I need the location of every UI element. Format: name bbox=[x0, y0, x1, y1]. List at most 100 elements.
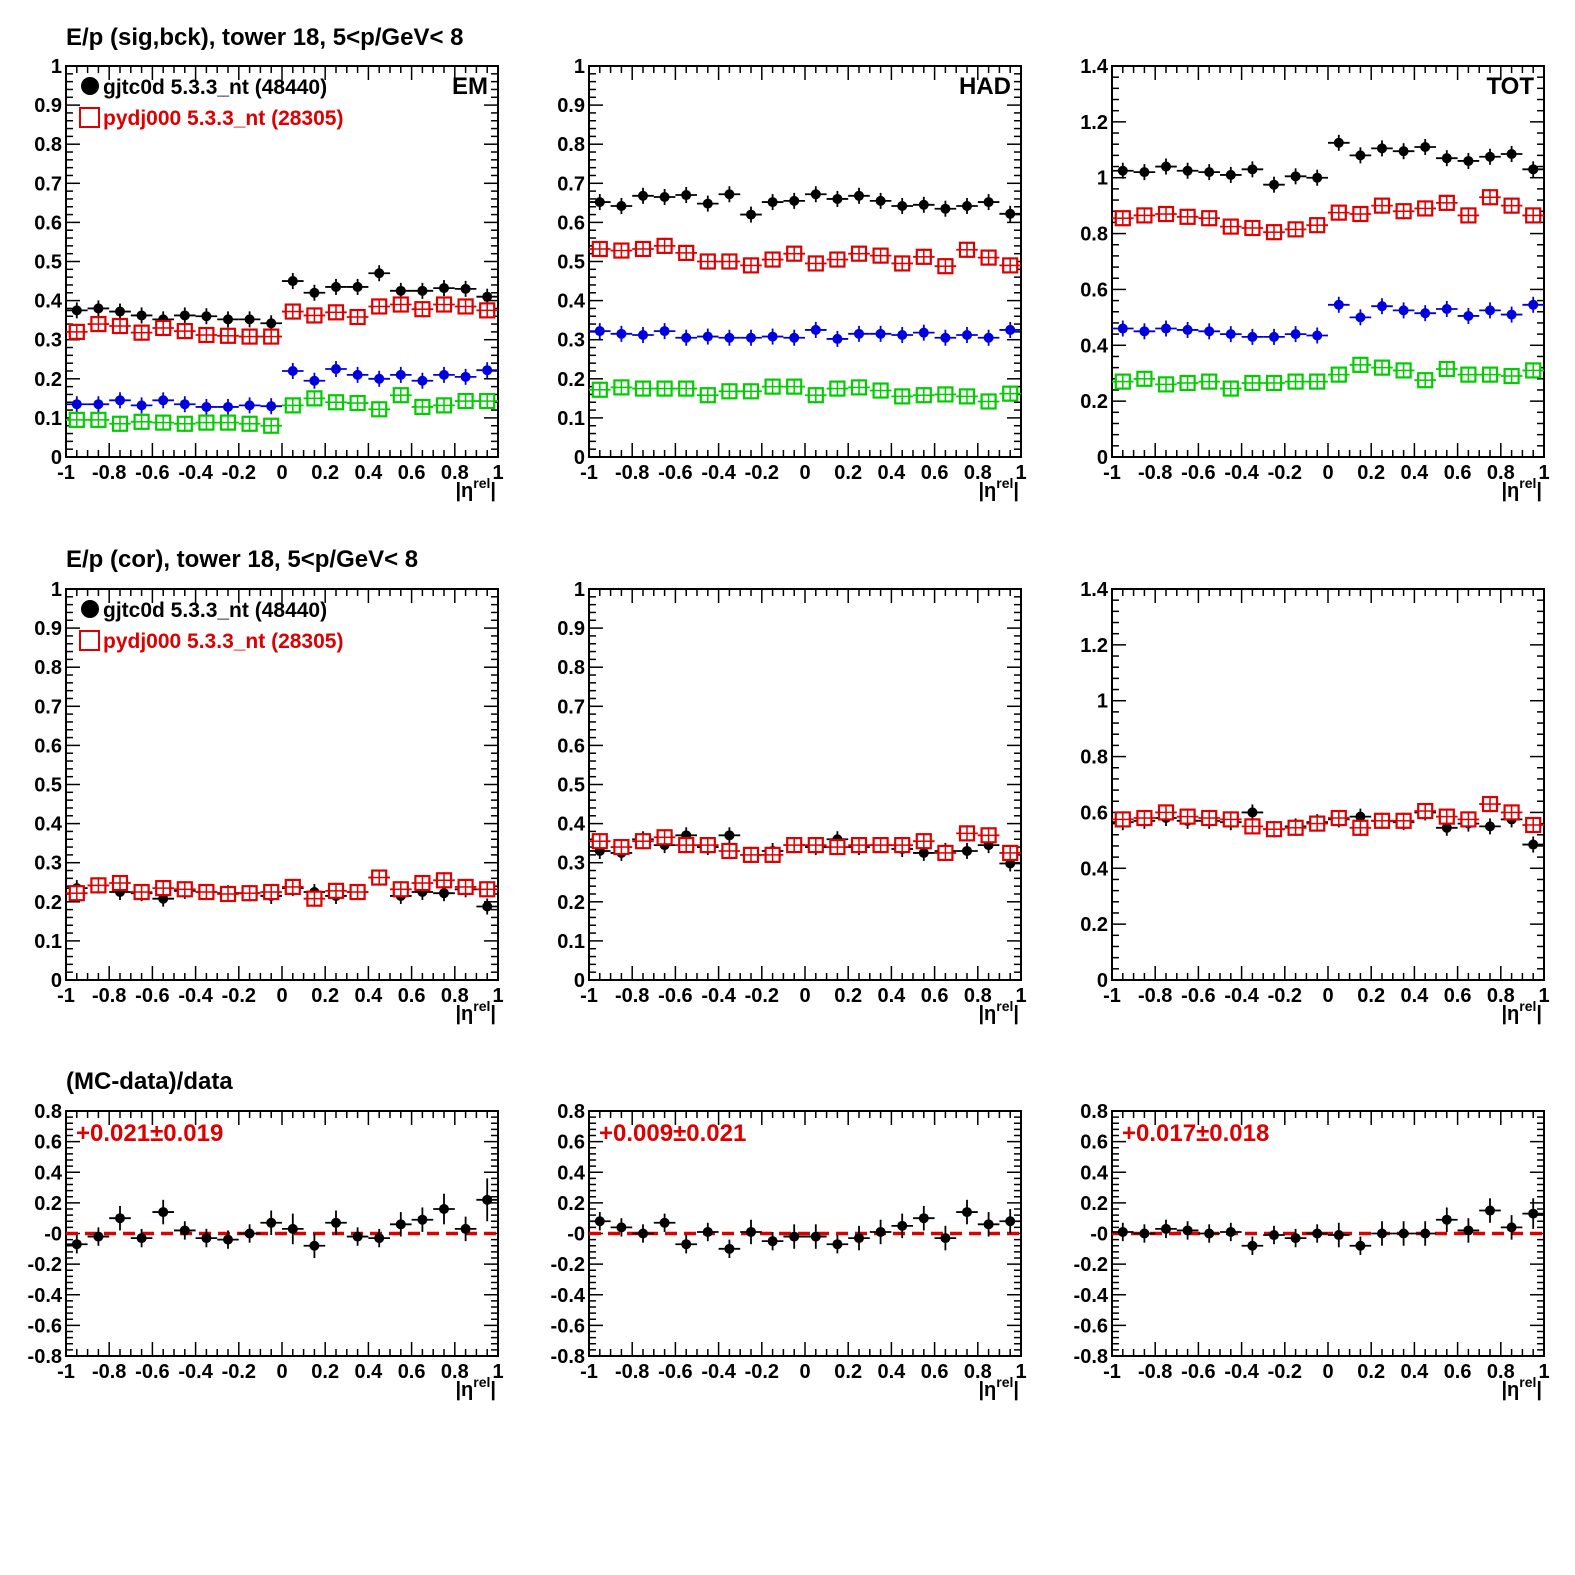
x-tick-label: 1 bbox=[1015, 462, 1026, 484]
x-tick-label: -0.8 bbox=[615, 1361, 649, 1383]
data-point-ratio bbox=[934, 1225, 957, 1251]
marker-dot bbox=[266, 401, 277, 412]
legend-marker-data bbox=[81, 77, 99, 95]
data-point-mc_bck bbox=[1371, 359, 1393, 376]
y-tick-label: 0 bbox=[51, 447, 62, 469]
data-point-data_bck bbox=[1522, 296, 1544, 313]
marker-dot bbox=[1269, 1230, 1279, 1241]
data-point-mc bbox=[1198, 210, 1220, 227]
x-tick-label: -0.4 bbox=[1224, 1361, 1259, 1383]
marker-dot bbox=[1290, 171, 1301, 182]
x-label-base: |η bbox=[978, 1003, 996, 1025]
marker-dot bbox=[681, 332, 692, 343]
data-point-mc_bck bbox=[217, 414, 239, 431]
x-label-sup: rel bbox=[473, 1374, 490, 1390]
panel-3: -1 -0.8 -0.6 -0.4 -0.2 0 0.2 0.4 0.6 0.8 1 0 0.2 0.4 0… bbox=[1080, 56, 1549, 502]
data-point-ratio bbox=[1241, 1236, 1264, 1255]
data-point-mc bbox=[195, 326, 218, 344]
data-point-ratio bbox=[390, 1212, 412, 1237]
data-point-mc bbox=[1479, 795, 1501, 813]
x-tick-label: 0.2 bbox=[834, 985, 862, 1007]
x-tick-label: -0.6 bbox=[135, 1361, 169, 1383]
data-point-mc bbox=[783, 245, 805, 262]
marker-dot bbox=[854, 190, 864, 201]
data-point-mc_bck bbox=[1436, 360, 1458, 378]
data-point-mc bbox=[718, 842, 741, 860]
panel-1: -1 -0.8 -0.6 -0.4 -0.2 0 0.2 0.4 0.6 0.8 1 0 0.1 0.2 0… bbox=[34, 56, 503, 502]
x-tick-label: 0.2 bbox=[834, 1361, 862, 1383]
data-point-mc bbox=[390, 296, 412, 313]
data-point-mc bbox=[217, 327, 239, 344]
data-point-data_bck bbox=[697, 328, 719, 345]
x-label-base: |η bbox=[1501, 480, 1519, 502]
x-tick-label: -0.6 bbox=[1181, 985, 1215, 1007]
data-point-mc_bck bbox=[697, 387, 719, 404]
data-point-data bbox=[1306, 169, 1328, 186]
data-point-mc bbox=[1220, 811, 1242, 828]
y-tick-label: -0.6 bbox=[28, 1315, 62, 1337]
marker-dot bbox=[616, 200, 627, 211]
data-point-data_bck bbox=[109, 392, 131, 409]
data-point-ratio bbox=[589, 1212, 611, 1231]
x-label-sup: rel bbox=[996, 998, 1013, 1014]
x-tick-label: 0 bbox=[1322, 985, 1333, 1007]
data-point-mc bbox=[913, 833, 935, 850]
marker-dot bbox=[115, 395, 125, 406]
fit-annotation: +0.021±0.019 bbox=[76, 1120, 223, 1147]
data-point-data bbox=[1112, 162, 1134, 179]
x-label-end: | bbox=[1536, 480, 1542, 502]
data-point-data bbox=[1414, 138, 1436, 155]
data-point-ratio bbox=[977, 1212, 1000, 1237]
data-point-ratio bbox=[1306, 1224, 1328, 1243]
y-tick-label: 0.8 bbox=[34, 1101, 62, 1123]
data-point-mc bbox=[1436, 194, 1458, 211]
data-point-data_bck bbox=[1349, 309, 1372, 326]
data-point-ratio bbox=[675, 1235, 697, 1254]
x-axis-label: |ηrel| bbox=[978, 1374, 1019, 1401]
data-point-mc bbox=[610, 838, 633, 856]
data-point-data bbox=[1479, 148, 1501, 165]
marker-dot bbox=[1139, 326, 1150, 337]
x-tick-label: 0.8 bbox=[441, 985, 469, 1007]
data-point-ratio bbox=[1198, 1224, 1220, 1243]
data-point-mc bbox=[1112, 210, 1134, 227]
data-point-mc bbox=[805, 255, 827, 272]
marker-dot bbox=[223, 1234, 233, 1245]
marker-dot bbox=[374, 1233, 385, 1244]
y-tick-label: 0.2 bbox=[1080, 914, 1108, 936]
marker-dot bbox=[482, 901, 493, 912]
data-point-mc_bck bbox=[1500, 367, 1523, 385]
x-tick-label: -1 bbox=[57, 462, 75, 484]
data-point-data bbox=[1522, 161, 1544, 178]
x-tick-label: 0.2 bbox=[1357, 985, 1385, 1007]
x-tick-label: -0.4 bbox=[178, 1361, 213, 1383]
data-point-mc_bck bbox=[1306, 373, 1328, 390]
x-label-end: | bbox=[1013, 1379, 1019, 1401]
x-label-sup: rel bbox=[1519, 475, 1536, 491]
data-point-data_bck bbox=[390, 366, 412, 383]
y-tick-label: 0 bbox=[1097, 447, 1108, 469]
data-point-data bbox=[697, 195, 719, 212]
data-point-ratio bbox=[999, 1209, 1021, 1234]
x-tick-label: 0.6 bbox=[398, 462, 426, 484]
x-tick-label: 0.4 bbox=[877, 985, 906, 1007]
y-tick-label: 0.1 bbox=[557, 408, 585, 430]
x-label-end: | bbox=[1013, 480, 1019, 502]
marker-dot bbox=[287, 1223, 298, 1234]
data-point-data bbox=[195, 308, 218, 325]
marker-dot bbox=[1463, 310, 1474, 321]
data-point-data bbox=[1284, 168, 1307, 185]
marker-dot bbox=[918, 847, 929, 858]
data-point-data_bck bbox=[476, 362, 498, 379]
x-tick-label: 0.6 bbox=[921, 462, 949, 484]
marker-dot bbox=[136, 400, 147, 411]
x-tick-label: -0.6 bbox=[135, 462, 169, 484]
data-point-data_bck bbox=[454, 368, 477, 385]
x-tick-label: 1 bbox=[1538, 1361, 1549, 1383]
data-point-mc_bck bbox=[1414, 372, 1436, 389]
marker-dot bbox=[1441, 1214, 1452, 1225]
data-point-data_bck bbox=[589, 323, 611, 340]
data-point-mc bbox=[1263, 821, 1285, 838]
x-label-end: | bbox=[490, 1379, 496, 1401]
